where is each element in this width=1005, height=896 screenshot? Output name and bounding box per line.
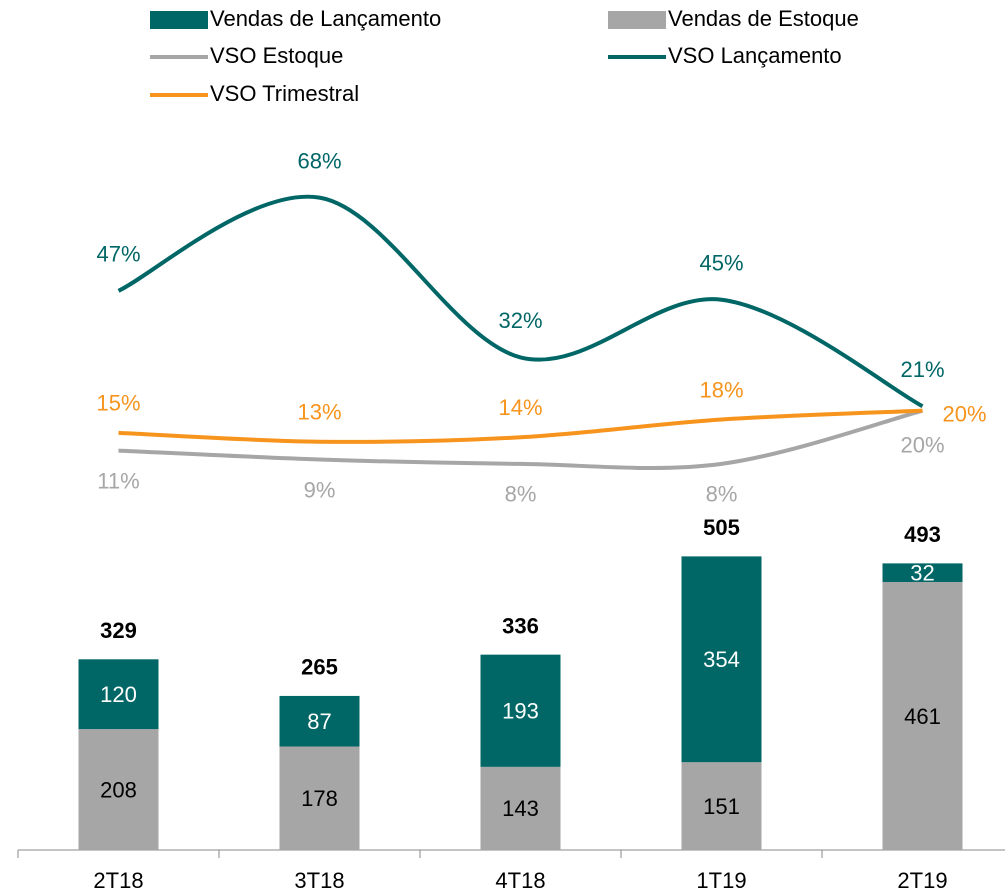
- x-tick-label: 2T18: [93, 868, 143, 893]
- line-label: 20%: [942, 401, 986, 426]
- bar: [882, 563, 963, 582]
- line-label: 68%: [297, 148, 341, 173]
- bar: [480, 654, 561, 767]
- bar: [882, 581, 963, 850]
- x-tick-label: 3T18: [294, 868, 344, 893]
- line-label: 8%: [706, 482, 738, 507]
- line-label: 9%: [304, 477, 336, 502]
- legend-swatch: [608, 11, 666, 29]
- legend-label: Vendas de Estoque: [668, 6, 859, 31]
- line-label: 21%: [900, 357, 944, 382]
- line-label: 8%: [505, 482, 537, 507]
- bar: [480, 766, 561, 850]
- total-label: 265: [301, 655, 338, 680]
- bar: [279, 695, 360, 747]
- legend-label: VSO Trimestral: [210, 81, 359, 106]
- line: [118, 408, 923, 444]
- legend-label: VSO Estoque: [210, 43, 343, 68]
- bar-label: 32: [910, 560, 934, 585]
- bar-label: 354: [703, 647, 740, 672]
- bar-label: 178: [301, 786, 338, 811]
- line-label: 11%: [97, 468, 139, 493]
- legend-swatch: [150, 11, 208, 29]
- x-tick-label: 1T19: [696, 868, 746, 893]
- bar: [279, 746, 360, 850]
- bar-label: 461: [904, 704, 941, 729]
- legend-label: VSO Lançamento: [668, 43, 842, 68]
- line: [117, 194, 924, 408]
- line-label: 45%: [699, 251, 743, 276]
- line-label: 47%: [96, 242, 140, 267]
- total-label: 329: [100, 618, 137, 643]
- legend-label: Vendas de Lançamento: [210, 6, 441, 31]
- line-label: 32%: [498, 308, 542, 333]
- bar-label: 120: [100, 682, 137, 707]
- total-label: 336: [502, 613, 539, 638]
- line-label: 18%: [699, 377, 743, 402]
- bar: [78, 659, 159, 730]
- line-label: 15%: [96, 391, 140, 416]
- line-label: 20%: [900, 432, 944, 457]
- x-tick-label: 4T18: [495, 868, 545, 893]
- total-label: 505: [703, 515, 740, 540]
- bar: [681, 762, 762, 850]
- bar-label: 193: [502, 699, 539, 724]
- bar-label: 151: [703, 794, 740, 819]
- line-label: 13%: [297, 400, 341, 425]
- line: [118, 408, 924, 471]
- bar: [681, 556, 762, 763]
- bar-label: 208: [100, 777, 137, 802]
- bar-label: 87: [307, 709, 331, 734]
- line-label: 14%: [498, 395, 542, 420]
- x-tick-label: 2T19: [897, 868, 947, 893]
- total-label: 493: [904, 522, 941, 547]
- bar-label: 143: [502, 796, 539, 821]
- bar: [78, 729, 159, 850]
